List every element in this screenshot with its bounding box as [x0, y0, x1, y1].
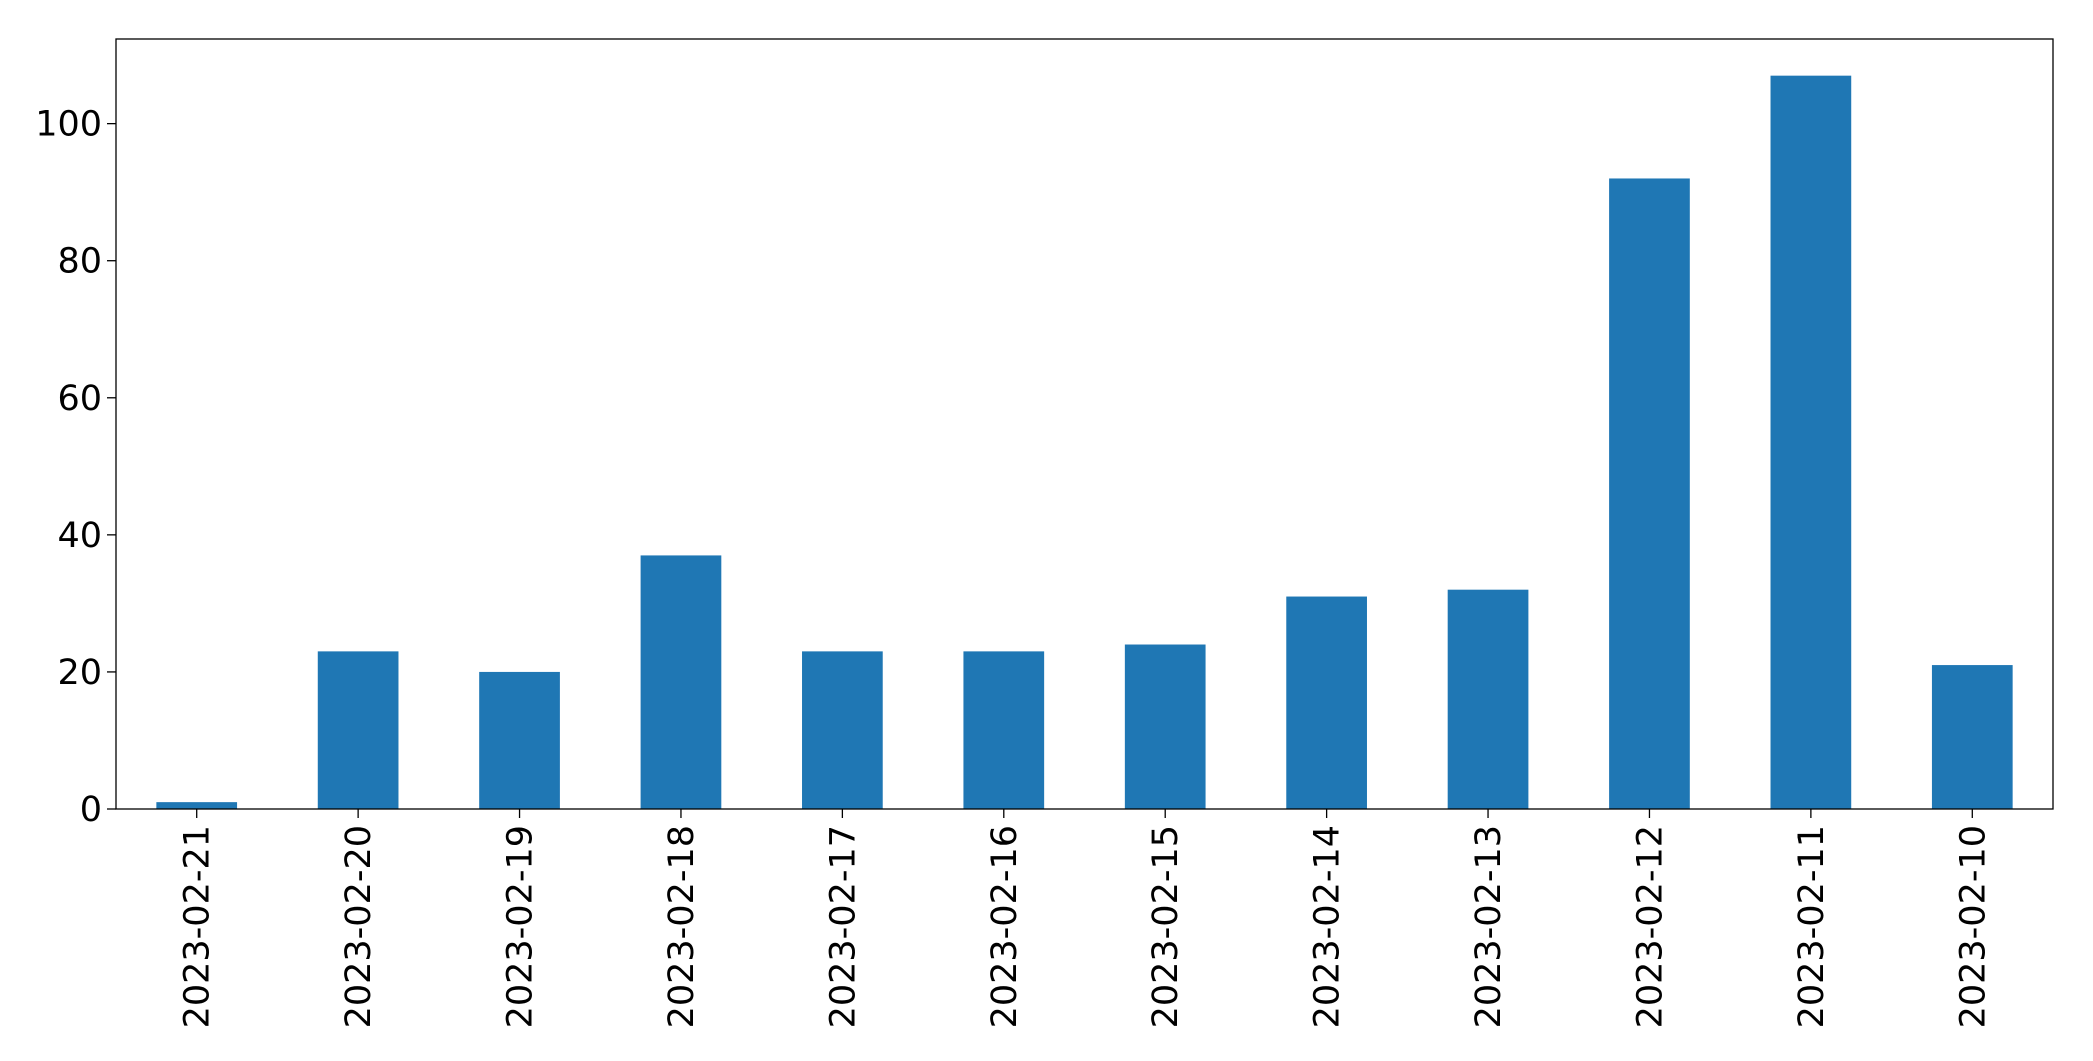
bar — [317, 651, 399, 809]
bar — [1286, 596, 1367, 809]
x-tick-label: 2023-02-19 — [501, 825, 541, 1028]
y-tick-label: 0 — [80, 790, 102, 830]
bar — [640, 555, 722, 809]
y-tick-label: 60 — [57, 379, 102, 419]
bar — [1770, 75, 1852, 809]
bar — [1447, 589, 1529, 809]
bar — [1609, 178, 1690, 809]
bar — [802, 651, 883, 809]
y-tick-label: 100 — [35, 105, 102, 145]
x-tick-label: 2023-02-21 — [178, 825, 218, 1028]
x-tick-label: 2023-02-16 — [985, 825, 1025, 1028]
y-tick-label: 40 — [57, 516, 102, 556]
x-tick-label: 2023-02-18 — [662, 825, 702, 1028]
x-tick-label: 2023-02-17 — [823, 825, 863, 1028]
bar — [1931, 665, 2013, 809]
x-tick-label: 2023-02-12 — [1630, 825, 1670, 1028]
x-tick-label: 2023-02-13 — [1469, 825, 1509, 1028]
plot-frame — [115, 38, 2054, 810]
bar — [479, 671, 560, 809]
y-tick-label: 20 — [57, 653, 102, 693]
bar — [156, 802, 238, 809]
x-tick-label: 2023-02-15 — [1146, 825, 1186, 1028]
x-tick-label: 2023-02-10 — [1953, 825, 1993, 1028]
bar — [1124, 644, 1206, 809]
x-tick-label: 2023-02-20 — [339, 825, 379, 1028]
x-tick-label: 2023-02-11 — [1792, 825, 1832, 1028]
bar — [963, 651, 1045, 809]
y-tick-label: 80 — [57, 242, 102, 282]
x-tick-label: 2023-02-14 — [1308, 825, 1348, 1028]
